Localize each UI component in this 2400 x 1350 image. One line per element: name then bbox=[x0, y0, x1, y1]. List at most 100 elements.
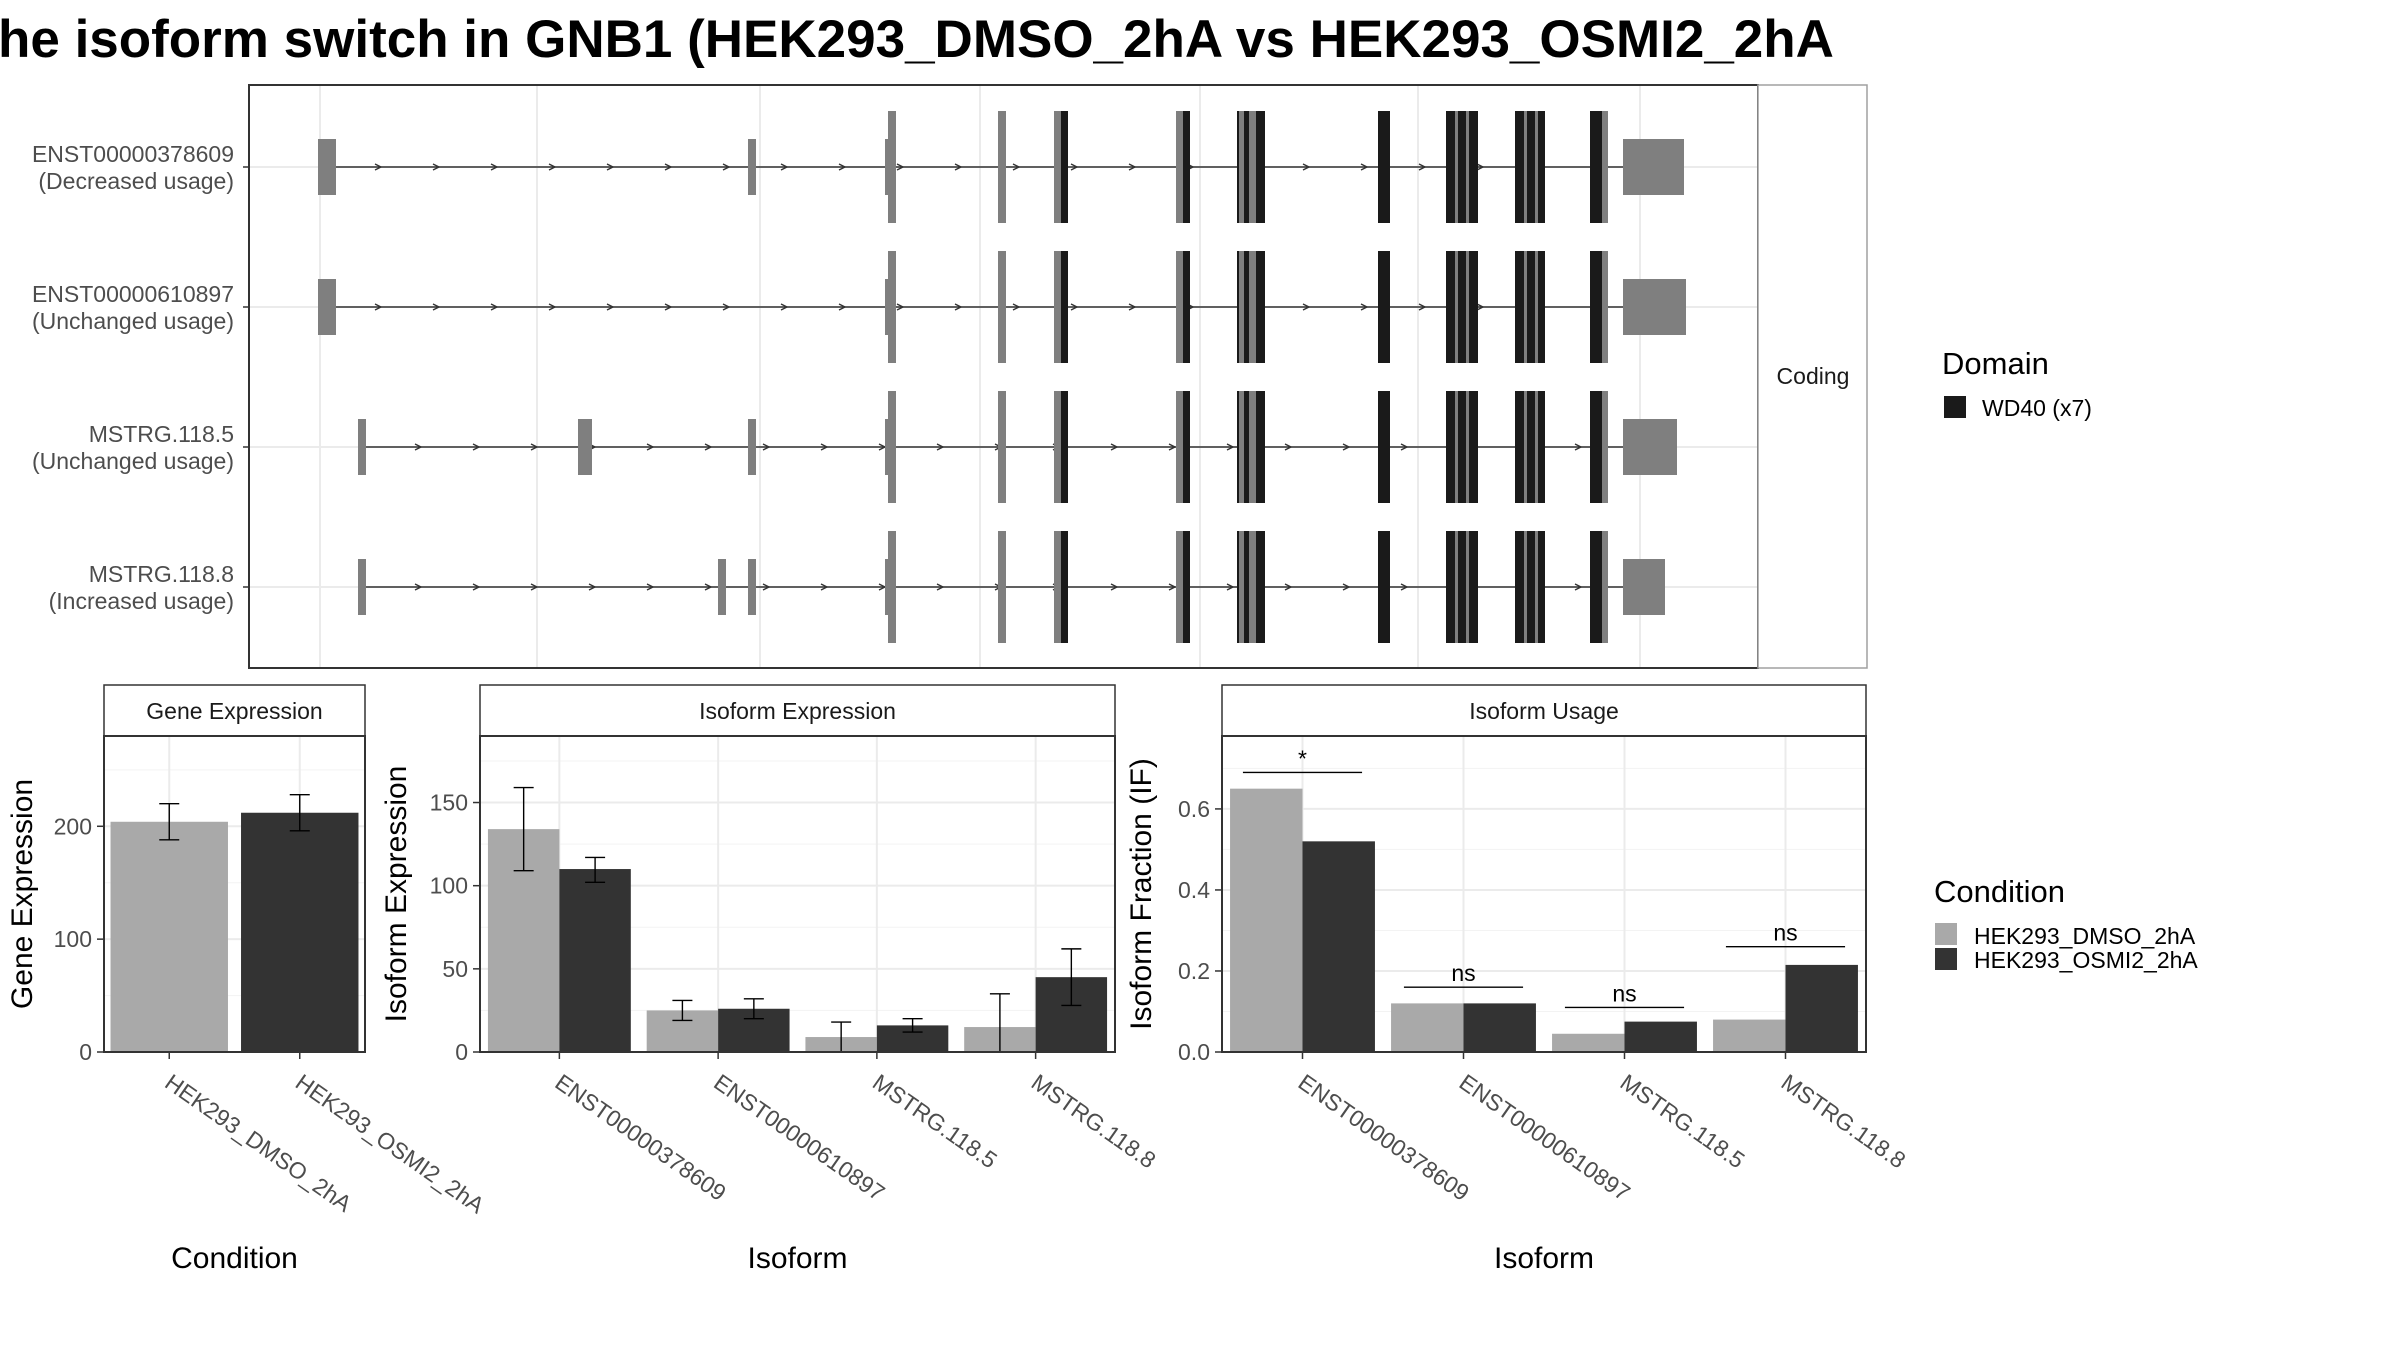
bar bbox=[110, 821, 228, 1052]
utr-exon bbox=[1623, 279, 1686, 335]
intron-arrow bbox=[548, 163, 557, 171]
intron-arrow bbox=[762, 443, 771, 451]
utr-exon bbox=[318, 139, 336, 195]
transcript-model-3 bbox=[358, 391, 1677, 503]
wd40-domain-segment bbox=[1515, 251, 1545, 363]
plot-border bbox=[479, 735, 1116, 1053]
y-tick-label: 0.0 bbox=[1178, 1039, 1210, 1065]
utr-exon bbox=[1623, 559, 1665, 615]
bar bbox=[1391, 1003, 1464, 1052]
utr-exon bbox=[318, 279, 336, 335]
y-tick-label: 200 bbox=[54, 813, 92, 839]
wd40-domain-segment bbox=[1446, 531, 1478, 643]
intron-arrow bbox=[374, 163, 383, 171]
bar bbox=[1713, 1019, 1786, 1052]
x-tick-label: ENST00000378609 bbox=[551, 1069, 731, 1206]
y-axis-title: Isoform Expression bbox=[380, 766, 413, 1023]
y-tick-label: 0.2 bbox=[1178, 958, 1210, 984]
coding-exon bbox=[1249, 391, 1256, 503]
intron-arrow bbox=[1284, 583, 1293, 591]
intron-arrow bbox=[1128, 303, 1137, 311]
figure-title: he isoform switch in GNB1 (HEK293_DMSO_2… bbox=[0, 10, 1834, 69]
intron-arrow bbox=[472, 583, 481, 591]
coding-exon bbox=[1455, 111, 1458, 223]
intron-arrow bbox=[1110, 443, 1119, 451]
utr-exon bbox=[358, 419, 366, 475]
intron-arrow bbox=[1110, 583, 1119, 591]
bar bbox=[241, 812, 359, 1052]
bar bbox=[559, 869, 631, 1052]
coding-strip bbox=[1757, 84, 1868, 669]
intron-arrow bbox=[606, 163, 615, 171]
wd40-domain-segment bbox=[1183, 111, 1190, 223]
intron-arrow bbox=[646, 443, 655, 451]
wd40-domain-segment bbox=[1515, 531, 1545, 643]
coding-exon bbox=[1524, 111, 1527, 223]
bar bbox=[1302, 841, 1375, 1052]
coding-exon bbox=[1535, 391, 1538, 503]
gene-expression-panel: Gene ExpressionHEK293_DMSO_2hAHEK293_OSM… bbox=[6, 684, 490, 1275]
intron-arrow bbox=[1012, 303, 1021, 311]
coding-strip-label: Coding bbox=[1777, 363, 1850, 389]
intron-arrow bbox=[1012, 163, 1021, 171]
osmi2-legend-label: HEK293_OSMI2_2hA bbox=[1974, 947, 2198, 973]
coding-exon bbox=[1466, 391, 1469, 503]
x-tick-label: MSTRG.118.8 bbox=[1027, 1069, 1161, 1174]
coding-exon bbox=[1602, 111, 1608, 223]
legends: Domain WD40 (x7) Condition HEK293_DMSO_2hAH… bbox=[1934, 346, 2198, 973]
intron-arrow bbox=[722, 163, 731, 171]
utr-exon bbox=[748, 139, 756, 195]
coding-exon bbox=[1466, 251, 1469, 363]
transcript-model-4 bbox=[358, 531, 1665, 643]
coding-exon bbox=[1239, 391, 1244, 503]
condition-legend-title: Condition bbox=[1934, 874, 2065, 909]
wd40-domain-segment bbox=[1590, 111, 1604, 223]
wd40-domain-segment bbox=[1183, 391, 1190, 503]
intron-arrow bbox=[414, 443, 423, 451]
intron-arrow bbox=[1302, 303, 1311, 311]
significance-label: * bbox=[1298, 745, 1307, 771]
utr-exon bbox=[578, 419, 592, 475]
utr-exon bbox=[718, 559, 726, 615]
intron-arrow bbox=[820, 443, 829, 451]
coding-exon bbox=[888, 111, 896, 223]
bar bbox=[1785, 964, 1858, 1052]
intron-arrow bbox=[1302, 163, 1311, 171]
coding-exon bbox=[1249, 531, 1256, 643]
intron-arrow bbox=[896, 303, 905, 311]
coding-exon bbox=[1239, 251, 1244, 363]
intron-arrow bbox=[1168, 583, 1177, 591]
intron-arrow bbox=[606, 303, 615, 311]
coding-exon bbox=[998, 531, 1006, 643]
intron-arrow bbox=[664, 303, 673, 311]
intron-arrow bbox=[646, 583, 655, 591]
intron-arrow bbox=[472, 443, 481, 451]
transcript-usage-label: (Decreased usage) bbox=[38, 168, 234, 194]
intron-arrow bbox=[1360, 163, 1369, 171]
wd40-domain-segment bbox=[1061, 111, 1068, 223]
wd40-domain-segment bbox=[1446, 111, 1478, 223]
wd40-domain-segment bbox=[1183, 251, 1190, 363]
wd40-domain-segment bbox=[1378, 391, 1390, 503]
significance-label: ns bbox=[1773, 920, 1797, 946]
x-tick-label: MSTRG.118.5 bbox=[868, 1069, 1002, 1174]
intron-arrow bbox=[838, 163, 847, 171]
intron-arrow bbox=[1476, 303, 1485, 311]
y-axis-title: Isoform Fraction (IF) bbox=[1125, 758, 1158, 1030]
gene-structure-panel: ENST00000378609(Decreased usage) ENST0000… bbox=[32, 84, 1868, 669]
plot-border bbox=[1221, 735, 1867, 1053]
transcript-usage-label: (Unchanged usage) bbox=[32, 308, 234, 334]
coding-exon bbox=[1602, 251, 1608, 363]
intron-arrow bbox=[936, 443, 945, 451]
x-axis-title: Condition bbox=[171, 1242, 298, 1275]
y-tick-label: 150 bbox=[430, 790, 468, 816]
intron-arrow bbox=[432, 163, 441, 171]
y-tick-label: 0 bbox=[79, 1039, 92, 1065]
coding-exon bbox=[1524, 531, 1527, 643]
coding-exon bbox=[1535, 111, 1538, 223]
coding-exon bbox=[1455, 251, 1458, 363]
intron-arrow bbox=[954, 303, 963, 311]
intron-arrow bbox=[820, 583, 829, 591]
transcript-model-2 bbox=[318, 251, 1686, 363]
intron-arrow bbox=[954, 163, 963, 171]
